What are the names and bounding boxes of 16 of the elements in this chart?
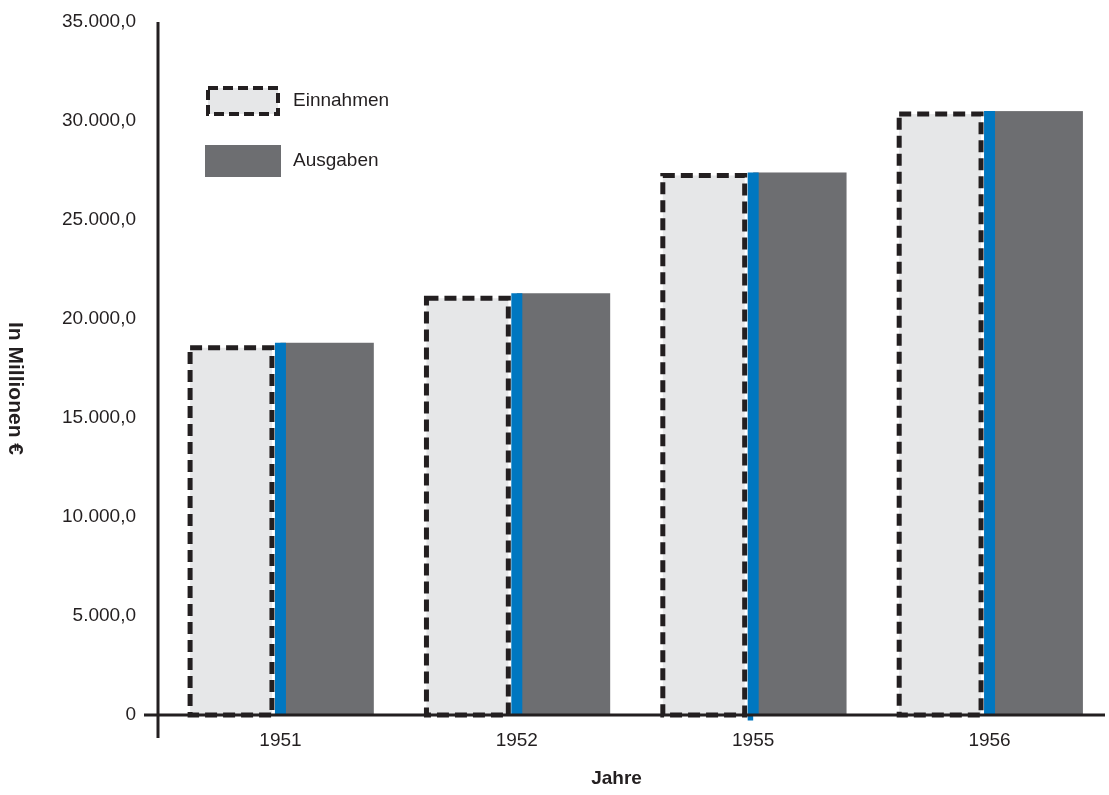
y-tick-label: 0 — [125, 703, 136, 725]
y-tick-label: 20.000,0 — [62, 307, 136, 329]
y-tick-label: 15.000,0 — [62, 406, 136, 428]
x-tick-label: 1956 — [968, 729, 1011, 750]
y-tick-label: 10.000,0 — [62, 505, 136, 527]
y-tick-label: 25.000,0 — [62, 208, 136, 230]
y-tick-label: 30.000,0 — [62, 109, 136, 131]
y-tick-label: 35.000,0 — [62, 10, 136, 32]
x-tick-label: 1955 — [732, 729, 775, 750]
legend-label: Ausgaben — [293, 149, 379, 171]
x-axis-title: Jahre — [591, 767, 642, 788]
legend-label: Einnahmen — [293, 89, 390, 111]
x-tick-label: 1952 — [495, 729, 538, 750]
y-tick-label: 5.000,0 — [72, 604, 136, 626]
x-tick-label: 1951 — [259, 729, 302, 750]
y-axis-title: In Millionen € — [5, 321, 29, 456]
